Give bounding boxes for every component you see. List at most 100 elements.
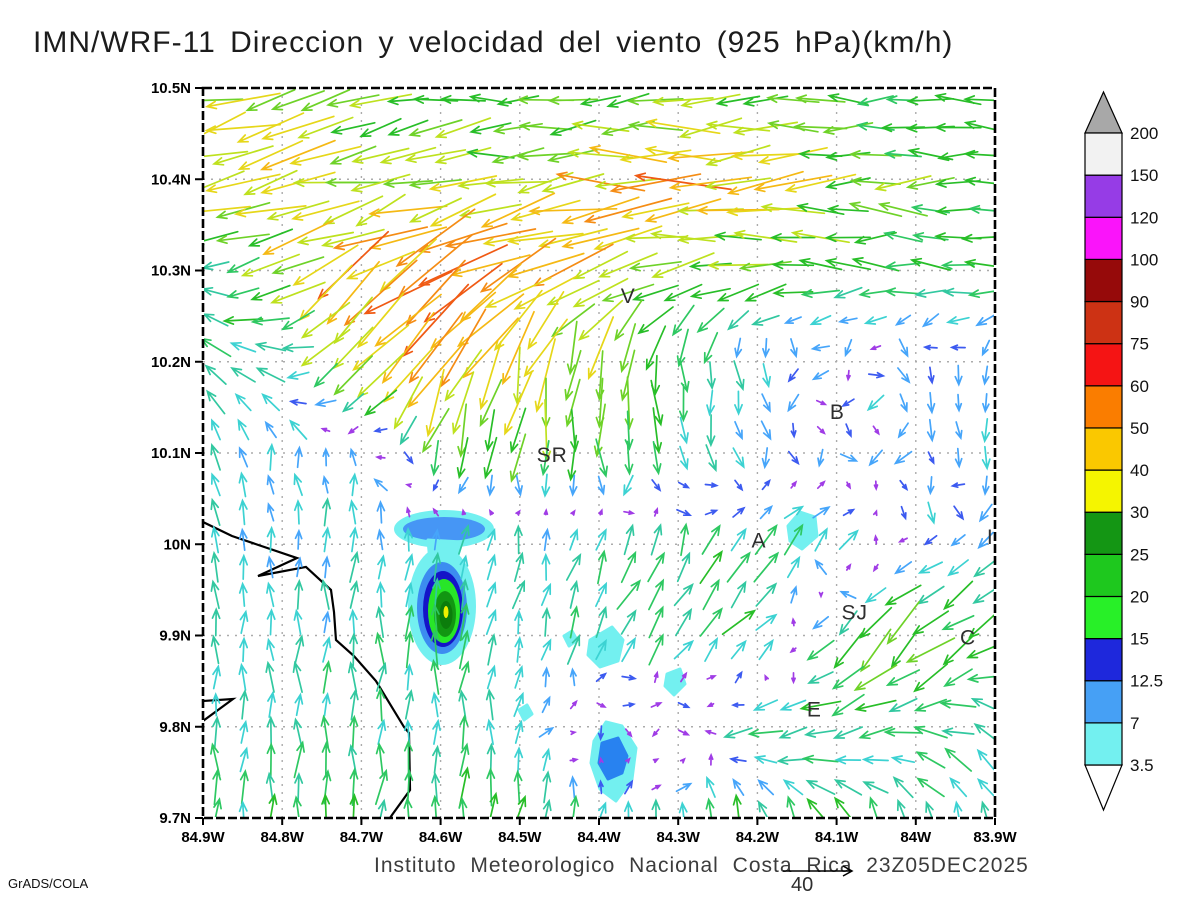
wind-arrow (258, 368, 285, 381)
wind-arrow (232, 368, 255, 382)
x-tick-label: 84.6W (419, 829, 463, 846)
wind-arrow (731, 757, 746, 762)
wind-arrow (389, 120, 427, 135)
wind-arrow (840, 317, 857, 323)
wind-arrow (460, 716, 467, 748)
wind-arrow (706, 445, 716, 470)
wind-arrow (480, 342, 501, 408)
wind-arrow (956, 422, 962, 438)
wind-arrow (603, 121, 654, 135)
colorbar-tick-label: 60 (1130, 377, 1149, 396)
wind-arrow (859, 96, 893, 106)
wind-arrow (791, 424, 795, 437)
colorbar-tick-label: 100 (1130, 250, 1158, 269)
wind-arrow (864, 756, 888, 763)
wind-arrow (543, 669, 549, 687)
wind-arrow (622, 676, 635, 680)
wind-arrow (488, 476, 495, 495)
colorbar-tick-label: 12.5 (1130, 672, 1163, 691)
wind-arrow (323, 429, 330, 432)
wind-arrow (763, 364, 770, 386)
wind-arrow (655, 673, 658, 682)
wind-arrow (896, 562, 911, 573)
wind-arrow (247, 90, 294, 110)
wind-arrow (228, 288, 258, 298)
wind-arrow (239, 421, 249, 440)
wind-arrow (599, 477, 605, 494)
wind-arrow (755, 700, 777, 710)
wind-arrow (462, 511, 465, 515)
colorbar-segment (1085, 681, 1122, 723)
wind-arrow (567, 555, 580, 580)
wind-arrow (543, 698, 550, 713)
wind-arrow (925, 536, 936, 544)
wind-arrow (543, 773, 550, 803)
wind-arrow (680, 447, 688, 469)
wind-arrow (866, 317, 886, 324)
y-tick-label: 10.4N (151, 171, 191, 188)
wind-arrow (763, 448, 770, 467)
wind-arrow (970, 290, 1002, 297)
wind-arrow (405, 555, 413, 580)
wind-arrow (918, 779, 944, 797)
wind-arrow (213, 666, 220, 688)
wind-arrow (596, 584, 606, 606)
axis-ticks (195, 88, 995, 825)
wind-arrow (902, 507, 906, 519)
wind-arrow (571, 797, 578, 833)
wind-arrow (678, 330, 689, 366)
wind-arrow (897, 315, 911, 324)
station-label-e: E (807, 698, 822, 721)
wind-arrow (300, 266, 352, 320)
wind-arrow (203, 262, 228, 270)
wind-arrow (295, 448, 302, 468)
wind-arrow (211, 500, 219, 525)
wind-arrow (411, 198, 461, 221)
wind-arrow (241, 771, 248, 804)
station-label-b: B (830, 401, 845, 424)
wind-arrow (652, 480, 660, 490)
wind-arrow (542, 555, 549, 580)
wind-arrow (827, 153, 869, 160)
wind-arrow (655, 509, 658, 516)
wind-arrow (243, 255, 299, 276)
wind-arrow (858, 123, 894, 130)
wind-arrow (654, 759, 658, 762)
wind-arrow (571, 582, 579, 608)
wind-arrow (511, 434, 526, 480)
wind-arrow (679, 703, 689, 707)
wind-arrow (354, 325, 409, 369)
colorbar-top-cap (1085, 92, 1122, 133)
wind-arrow (864, 782, 888, 793)
wind-arrow (705, 639, 717, 661)
colorbar-segment (1085, 428, 1122, 470)
colorbar-tick-label: 40 (1130, 461, 1149, 480)
wind-arrow (350, 501, 357, 523)
wind-arrow (763, 481, 770, 490)
wind-arrow (516, 475, 523, 494)
wind-arrow (267, 718, 274, 747)
wind-arrow (977, 315, 995, 325)
wind-arrow (899, 423, 908, 437)
y-tick-label: 10.1N (151, 445, 191, 462)
wind-arrow (405, 452, 413, 463)
wind-arrow (323, 638, 330, 662)
wind-arrow (401, 417, 416, 444)
wind-arrow (543, 530, 550, 550)
x-tick-label: 84.8W (261, 829, 305, 846)
wind-arrow (481, 380, 502, 425)
wind-arrow (873, 426, 878, 433)
wind-arrow (600, 253, 657, 276)
wind-arrow (817, 401, 825, 405)
wind-arrow (791, 587, 797, 603)
station-label-v: V (621, 285, 636, 308)
wind-arrow (698, 309, 724, 332)
wind-arrow (869, 373, 883, 378)
wind-arrow (625, 802, 632, 827)
wind-arrow (946, 749, 971, 771)
wind-arrow (295, 636, 303, 663)
wind-arrow (570, 777, 577, 797)
wind-arrow (551, 121, 595, 136)
wind-vector-plot: 10.5N10.4N10.3N10.2N10.1N10N9.9N9.8N9.7N… (0, 0, 1200, 900)
wind-arrow (211, 582, 219, 609)
